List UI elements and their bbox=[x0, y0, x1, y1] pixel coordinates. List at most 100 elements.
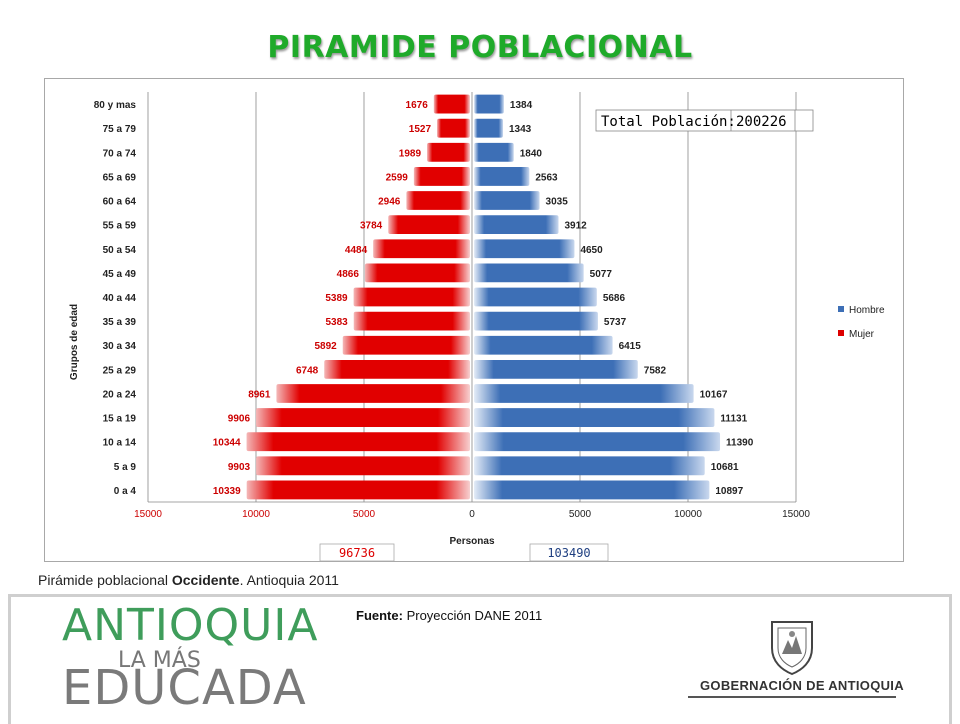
hombre-total: 103490 bbox=[547, 546, 590, 560]
y-tick-label: 40 a 44 bbox=[103, 293, 137, 304]
bar-mujer bbox=[256, 408, 470, 427]
y-axis-labels: 80 y mas 75 a 79 70 a 74 65 a 69 60 a 64 55 a… bbox=[94, 100, 137, 497]
coat-of-arms-icon bbox=[771, 621, 813, 676]
bar-mujer bbox=[256, 456, 470, 476]
data-label-hombre: 10897 bbox=[715, 486, 743, 497]
bar-hombre bbox=[474, 456, 705, 476]
data-label-hombre: 5686 bbox=[603, 293, 626, 304]
bar-mujer bbox=[353, 287, 470, 307]
legend-swatch-hombre bbox=[838, 306, 844, 312]
x-tick-label: 5000 bbox=[353, 509, 376, 520]
bar-hombre bbox=[474, 118, 504, 138]
bar-mujer bbox=[364, 263, 470, 283]
y-tick-label: 25 a 29 bbox=[103, 365, 137, 376]
y-tick-label: 50 a 54 bbox=[103, 245, 137, 256]
bar-hombre bbox=[474, 408, 715, 427]
data-label-hombre: 6415 bbox=[619, 341, 642, 352]
data-label-mujer: 1527 bbox=[409, 124, 432, 135]
logo-line-3: EDUCADA bbox=[62, 660, 307, 716]
hombre-total-box: 103490 bbox=[529, 543, 609, 562]
legend: Hombre Mujer bbox=[838, 305, 885, 340]
data-label-hombre: 11131 bbox=[720, 414, 747, 425]
data-label-mujer: 4866 bbox=[337, 269, 360, 280]
y-tick-label: 5 a 9 bbox=[114, 462, 137, 473]
y-tick-label: 20 a 24 bbox=[103, 389, 137, 400]
chart-caption: Pirámide poblacional Occidente. Antioqui… bbox=[38, 572, 339, 588]
bar-hombre bbox=[474, 335, 613, 355]
bar-mujer bbox=[246, 432, 470, 452]
caption-suffix: . Antioquia 2011 bbox=[239, 572, 339, 588]
data-label-hombre: 7582 bbox=[644, 365, 667, 376]
data-label-mujer: 2599 bbox=[386, 172, 409, 183]
data-label-hombre: 10167 bbox=[700, 389, 728, 400]
y-tick-label: 60 a 64 bbox=[103, 197, 137, 208]
source-label: Fuente: bbox=[356, 608, 403, 623]
bar-mujer bbox=[276, 384, 470, 403]
y-tick-label: 45 a 49 bbox=[103, 269, 137, 280]
y-tick-label: 65 a 69 bbox=[103, 172, 137, 183]
mujer-total: 96736 bbox=[339, 546, 375, 560]
caption-region: Occidente bbox=[171, 572, 240, 588]
bar-hombre bbox=[474, 215, 559, 235]
population-pyramid-chart: 1676 1384 1527 1343 1989 1840 2599 2563 2946 3035… bbox=[69, 92, 885, 562]
bar-mujer bbox=[413, 167, 470, 186]
bar-hombre bbox=[474, 239, 575, 259]
y-tick-label: 0 a 4 bbox=[114, 486, 137, 497]
logo-line-1: ANTIOQUIA bbox=[62, 600, 319, 651]
data-label-hombre: 1343 bbox=[509, 124, 532, 135]
footer-frame bbox=[8, 594, 952, 724]
bar-mujer bbox=[427, 142, 470, 162]
y-tick-label: 75 a 79 bbox=[103, 124, 137, 135]
x-tick-label: 10000 bbox=[674, 509, 702, 520]
data-label-hombre: 3035 bbox=[546, 197, 569, 208]
bar-hombre bbox=[474, 287, 597, 307]
data-label-mujer: 10339 bbox=[213, 486, 241, 497]
caption-prefix: Pirámide poblacional bbox=[38, 572, 168, 588]
legend-label-hombre: Hombre bbox=[849, 305, 885, 316]
data-label-mujer: 8961 bbox=[248, 389, 271, 400]
data-label-hombre: 1840 bbox=[520, 148, 543, 159]
bar-mujer bbox=[324, 359, 470, 379]
data-label-hombre: 5077 bbox=[590, 269, 613, 280]
data-label-mujer: 5892 bbox=[314, 341, 337, 352]
bar-hombre bbox=[474, 191, 540, 210]
bar-hombre bbox=[474, 94, 504, 114]
data-label-hombre: 1384 bbox=[510, 100, 533, 111]
data-label-hombre: 3912 bbox=[564, 221, 587, 232]
logo-line-2: LA MÁS bbox=[118, 648, 201, 673]
data-label-mujer: 9903 bbox=[228, 462, 251, 473]
legend-swatch-mujer bbox=[838, 330, 844, 336]
government-underline bbox=[688, 696, 896, 698]
data-label-hombre: 10681 bbox=[711, 462, 739, 473]
bar-hombre bbox=[474, 480, 710, 500]
bar-mujer bbox=[353, 311, 470, 331]
bar-hombre bbox=[474, 432, 721, 452]
data-label-mujer: 1989 bbox=[399, 148, 422, 159]
y-tick-label: 15 a 19 bbox=[103, 414, 137, 425]
x-tick-label: 0 bbox=[469, 509, 475, 520]
bars bbox=[246, 94, 721, 500]
y-tick-label: 55 a 59 bbox=[103, 221, 137, 232]
legend-label-mujer: Mujer bbox=[849, 329, 875, 340]
x-axis-title: Personas bbox=[449, 536, 494, 547]
data-label-mujer: 5383 bbox=[325, 317, 348, 328]
bar-hombre bbox=[474, 311, 598, 331]
government-label: GOBERNACIÓN DE ANTIOQUIA bbox=[700, 678, 904, 693]
y-tick-label: 80 y mas bbox=[94, 100, 137, 111]
source-text: Proyección DANE 2011 bbox=[402, 608, 543, 623]
data-label-mujer: 5389 bbox=[325, 293, 348, 304]
y-tick-label: 70 a 74 bbox=[103, 148, 137, 159]
bar-hombre bbox=[474, 359, 638, 379]
mujer-total-box: 96736 bbox=[319, 543, 395, 562]
data-label-mujer: 10344 bbox=[213, 438, 241, 449]
x-axis-ticks: 15000 10000 5000 0 5000 10000 15000 bbox=[134, 509, 810, 520]
data-label-mujer: 2946 bbox=[378, 197, 401, 208]
data-label-mujer: 3784 bbox=[360, 221, 383, 232]
data-label-mujer: 6748 bbox=[296, 365, 319, 376]
data-labels: 1676 1384 1527 1343 1989 1840 2599 2563 2946 3035… bbox=[213, 100, 754, 497]
bar-mujer bbox=[246, 480, 470, 500]
bar-mujer bbox=[406, 191, 470, 210]
bar-hombre bbox=[474, 167, 530, 186]
data-label-hombre: 4650 bbox=[580, 245, 603, 256]
y-tick-label: 35 a 39 bbox=[103, 317, 137, 328]
